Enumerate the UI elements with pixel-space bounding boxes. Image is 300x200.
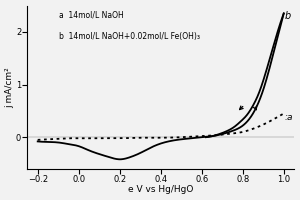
Y-axis label: j mA/cm²: j mA/cm² [6, 67, 15, 108]
X-axis label: e V vs Hg/HgO: e V vs Hg/HgO [128, 185, 194, 194]
Text: b  14mol/L NaOH+0.02mol/L Fe(OH)₃: b 14mol/L NaOH+0.02mol/L Fe(OH)₃ [59, 32, 200, 41]
Text: a  14mol/L NaOH: a 14mol/L NaOH [59, 10, 124, 19]
Text: :a: :a [285, 113, 293, 122]
Text: b: b [285, 11, 291, 21]
